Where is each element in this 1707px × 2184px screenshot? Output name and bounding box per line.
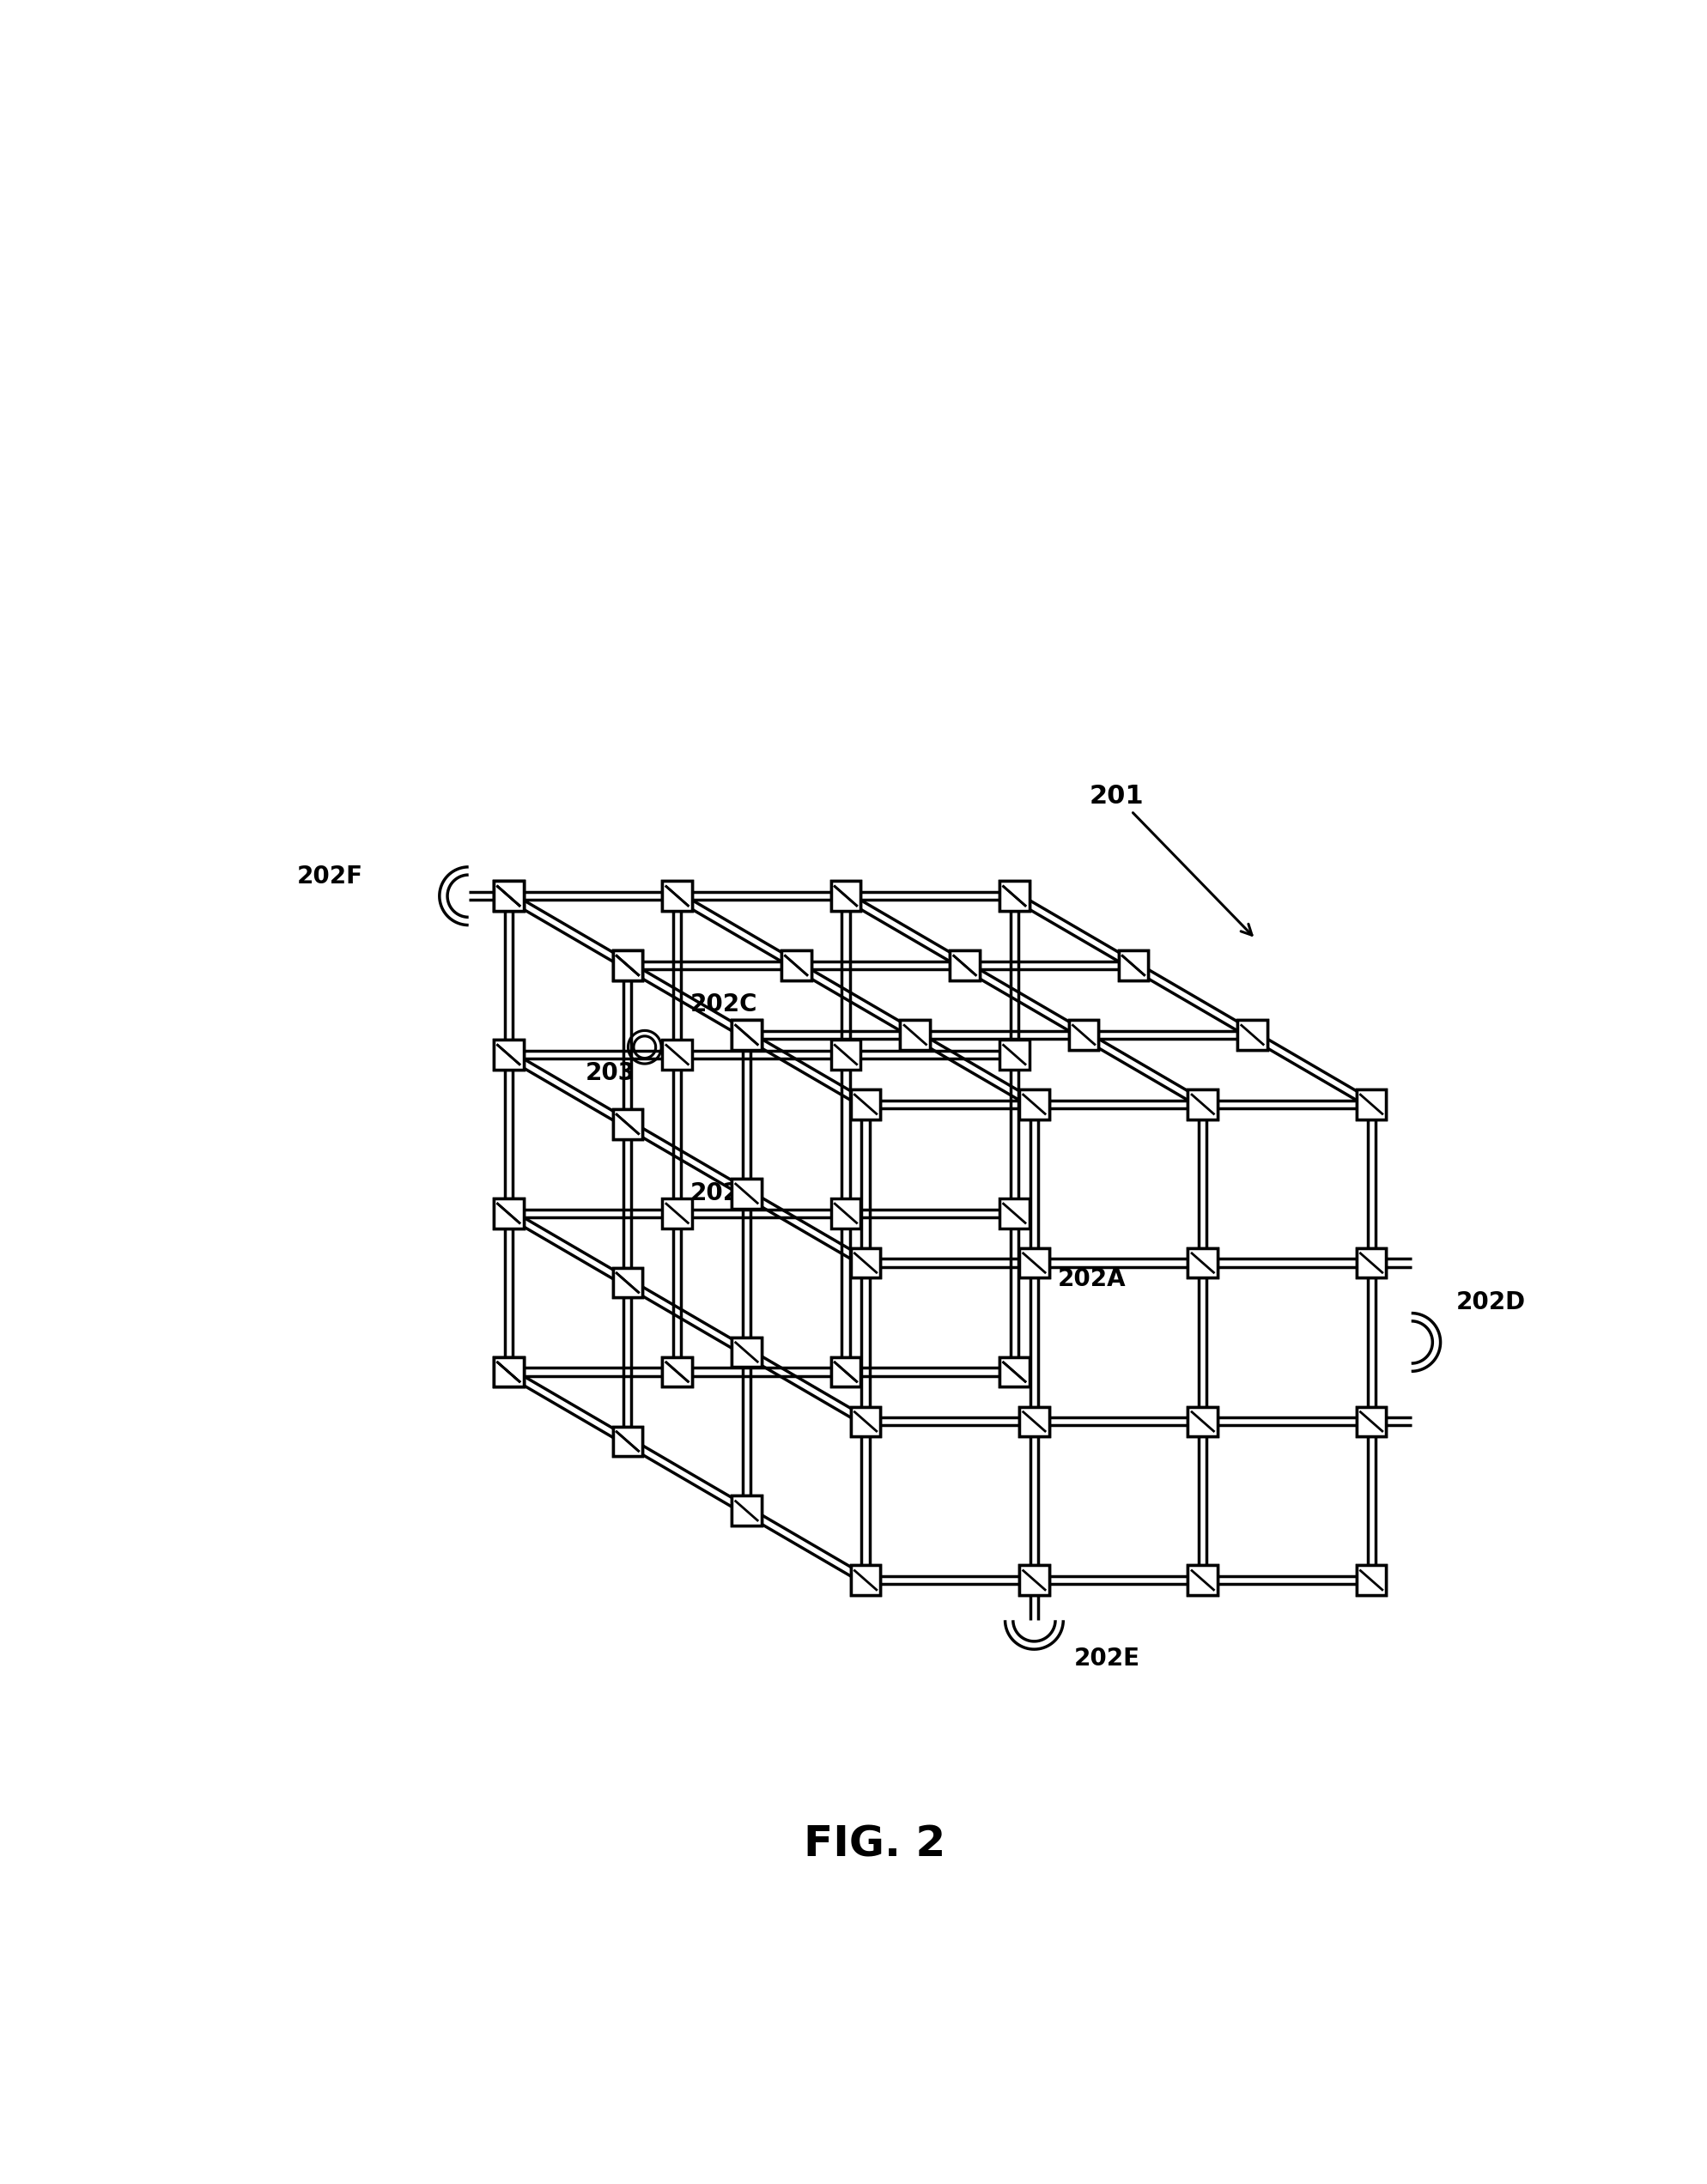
FancyBboxPatch shape [1000,1040,1029,1070]
FancyBboxPatch shape [1188,1566,1217,1594]
FancyBboxPatch shape [732,1337,761,1367]
FancyBboxPatch shape [1357,1406,1386,1437]
FancyBboxPatch shape [900,1020,930,1051]
FancyBboxPatch shape [1069,1020,1099,1051]
FancyBboxPatch shape [1357,1090,1386,1118]
Text: FIG. 2: FIG. 2 [804,1824,946,1865]
Text: 201: 201 [1089,784,1251,935]
FancyBboxPatch shape [1019,1090,1050,1118]
FancyBboxPatch shape [662,1040,691,1070]
FancyBboxPatch shape [493,1356,524,1387]
FancyBboxPatch shape [662,880,691,911]
FancyBboxPatch shape [613,1426,642,1457]
FancyBboxPatch shape [1188,1247,1217,1278]
FancyBboxPatch shape [1238,1020,1267,1051]
FancyBboxPatch shape [732,1496,761,1527]
FancyBboxPatch shape [949,950,980,981]
FancyBboxPatch shape [1188,1566,1217,1594]
FancyBboxPatch shape [949,950,980,981]
FancyBboxPatch shape [662,1356,691,1387]
FancyBboxPatch shape [662,1356,691,1387]
FancyBboxPatch shape [850,1566,881,1594]
FancyBboxPatch shape [1000,1356,1029,1387]
FancyBboxPatch shape [613,950,642,981]
FancyBboxPatch shape [1000,1199,1029,1227]
FancyBboxPatch shape [1357,1247,1386,1278]
FancyBboxPatch shape [493,880,524,911]
FancyBboxPatch shape [1357,1247,1386,1278]
FancyBboxPatch shape [850,1406,881,1437]
FancyBboxPatch shape [493,880,524,911]
FancyBboxPatch shape [1118,950,1149,981]
FancyBboxPatch shape [1357,1566,1386,1594]
FancyBboxPatch shape [613,1426,642,1457]
FancyBboxPatch shape [1019,1406,1050,1437]
FancyBboxPatch shape [900,1020,930,1051]
FancyBboxPatch shape [1069,1020,1099,1051]
FancyBboxPatch shape [782,950,811,981]
FancyBboxPatch shape [493,1356,524,1387]
FancyBboxPatch shape [613,1269,642,1297]
FancyBboxPatch shape [1000,880,1029,911]
Text: 202E: 202E [1074,1647,1140,1671]
FancyBboxPatch shape [613,1269,642,1297]
FancyBboxPatch shape [850,1090,881,1118]
FancyBboxPatch shape [732,1020,761,1051]
FancyBboxPatch shape [1188,1090,1217,1118]
FancyBboxPatch shape [613,950,642,981]
FancyBboxPatch shape [493,1040,524,1070]
FancyBboxPatch shape [831,880,860,911]
FancyBboxPatch shape [732,1179,761,1208]
Text: 202F: 202F [297,865,364,889]
FancyBboxPatch shape [613,950,642,981]
FancyBboxPatch shape [1238,1020,1267,1051]
FancyBboxPatch shape [1357,1566,1386,1594]
FancyBboxPatch shape [1188,1090,1217,1118]
FancyBboxPatch shape [493,880,524,911]
FancyBboxPatch shape [1188,1406,1217,1437]
FancyBboxPatch shape [732,1020,761,1051]
FancyBboxPatch shape [831,1199,860,1227]
FancyBboxPatch shape [1188,1247,1217,1278]
Text: 202B: 202B [690,1182,758,1206]
FancyBboxPatch shape [850,1090,881,1118]
FancyBboxPatch shape [850,1566,881,1594]
FancyBboxPatch shape [1019,1247,1050,1278]
FancyBboxPatch shape [1019,1566,1050,1594]
FancyBboxPatch shape [782,950,811,981]
FancyBboxPatch shape [1357,1090,1386,1118]
Text: 202C: 202C [690,994,758,1018]
FancyBboxPatch shape [732,1179,761,1208]
FancyBboxPatch shape [662,880,691,911]
FancyBboxPatch shape [493,1040,524,1070]
FancyBboxPatch shape [1019,1566,1050,1594]
FancyBboxPatch shape [1000,880,1029,911]
FancyBboxPatch shape [1019,1406,1050,1437]
FancyBboxPatch shape [831,880,860,911]
Text: 203: 203 [586,1061,635,1085]
FancyBboxPatch shape [831,1356,860,1387]
FancyBboxPatch shape [850,1247,881,1278]
FancyBboxPatch shape [493,1199,524,1227]
FancyBboxPatch shape [613,1109,642,1138]
FancyBboxPatch shape [831,1040,860,1070]
FancyBboxPatch shape [662,1199,691,1227]
FancyBboxPatch shape [1118,950,1149,981]
FancyBboxPatch shape [1000,1356,1029,1387]
FancyBboxPatch shape [850,1247,881,1278]
FancyBboxPatch shape [732,1496,761,1527]
FancyBboxPatch shape [732,1337,761,1367]
FancyBboxPatch shape [732,1020,761,1051]
FancyBboxPatch shape [493,1199,524,1227]
FancyBboxPatch shape [1188,1406,1217,1437]
FancyBboxPatch shape [1357,1406,1386,1437]
FancyBboxPatch shape [493,1356,524,1387]
FancyBboxPatch shape [831,1356,860,1387]
FancyBboxPatch shape [1019,1090,1050,1118]
FancyBboxPatch shape [850,1406,881,1437]
Text: 202A: 202A [1057,1267,1125,1291]
FancyBboxPatch shape [613,1109,642,1138]
Text: 202D: 202D [1456,1291,1526,1315]
FancyBboxPatch shape [1019,1247,1050,1278]
